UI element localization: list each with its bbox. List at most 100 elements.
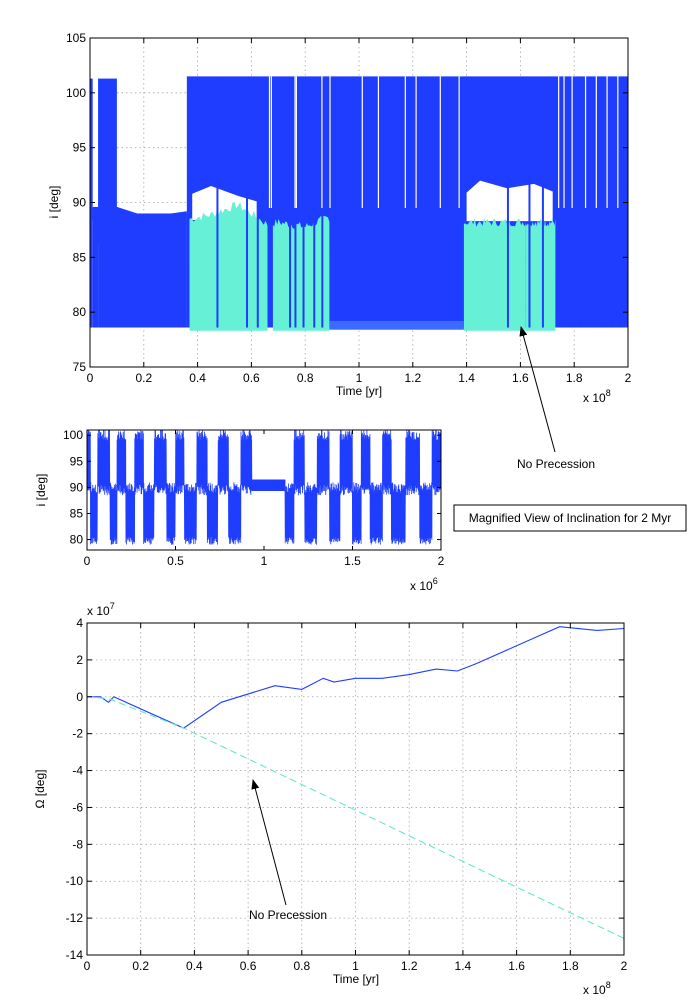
top-white-stripe [439,76,441,208]
top-switch-stripe [506,78,509,328]
bot-ytick-label: -4 [72,764,83,778]
top-xtick-label: 1.4 [458,371,475,385]
mid-xtick-label: 1 [261,554,268,568]
top-x-exponent: x 108 [583,388,611,405]
top-noprecess-band [272,215,330,331]
top-white-stripe [268,76,271,208]
top-switch-stripe [391,78,394,328]
bot-xtick-label: 1 [352,959,359,973]
bot-ytick-label: -8 [72,837,83,851]
mid-data [87,430,441,545]
top-white-stripe [458,76,460,208]
top-data [90,76,628,331]
top-gap [93,78,98,207]
bot-ytick-label: -2 [72,727,83,741]
top-ytick-label: 80 [73,305,87,319]
bot-ticks: 0 0.2 0.4 0.6 0.8 1 1.2 1.4 1.6 1.8 2 -14 -12 -10 -8 -6… [66,616,628,973]
top-ticks: 0 0.2 0.4 0.6 0.8 1 1.2 1.4 1.6 1.8 2 75 80 85 90 95 100… [66,31,632,385]
top-switch-stripe [313,78,316,328]
node-panel: 0 0.2 0.4 0.6 0.8 1 1.2 1.4 1.6 1.8 2 -14 -12 -10 -8 -6… [33,601,628,997]
top-switch-stripe [340,78,343,328]
bot-ytick-label: 4 [76,616,83,630]
top-switch-stripe [380,78,383,328]
top-switch-stripe [528,78,531,328]
top-xlabel: Time [yr] [336,384,382,398]
bot-xlabel: Time [yr] [333,972,379,986]
top-switch-stripe [601,78,604,328]
top-switch-stripe [216,78,219,328]
top-ytick-label: 95 [73,141,87,155]
top-white-stripe [617,76,619,208]
bot-xtick-label: 1.6 [508,959,525,973]
mid-ytick-label: 80 [70,533,84,547]
top-white-stripe [294,76,296,208]
magnified-label-box [453,504,687,532]
mid-x-exponent: x 106 [410,576,438,593]
mid-ytick-label: 100 [63,428,83,442]
top-white-stripe [595,76,597,208]
top-white-stripe [270,76,272,208]
top-switch-stripe [364,78,367,328]
top-precess-band [92,206,99,328]
bot-xtick-label: 0.8 [293,959,310,973]
bot-annotation-text: No Precession [249,908,327,922]
bot-y-exponent: x 107 [87,601,115,618]
bot-x-exponent: x 108 [583,980,611,997]
bot-data [87,626,624,939]
bot-xtick-label: 1.2 [401,959,418,973]
top-white-gap [466,180,553,222]
bot-xtick-label: 1.4 [455,959,472,973]
annotations: No Precession Magnified View of Inclinat… [249,326,687,922]
top-switch-stripe [568,78,571,328]
top-ytick-label: 90 [73,196,87,210]
top-switch-stripe [302,78,305,328]
bot-ytick-label: 0 [76,690,83,704]
bot-ytick-label: -6 [72,800,83,814]
top-switch-stripe [399,78,402,328]
top-noprecess-band [189,201,268,331]
top-lower-edge [329,320,464,330]
top-ytick-label: 100 [66,86,86,100]
bot-annotation-arrow [251,779,287,906]
top-switch-stripe [619,78,622,328]
magnified-label-text: Magnified View of Inclination for 2 Myr [469,511,672,525]
top-white-stripe [329,76,331,208]
mid-xtick-label: 1.5 [344,554,361,568]
top-switch-stripe [332,78,335,328]
top-switch-stripe [256,78,259,328]
bot-precess-line [87,626,624,729]
inclination-panel: 0 0.2 0.4 0.6 0.8 1 1.2 1.4 1.6 1.8 2 75 80 85 90 95 100… [47,31,632,405]
top-white-stripe [295,76,297,208]
top-white-stripe [404,76,406,208]
top-switch-stripe [267,78,270,328]
top-xtick-label: 0.4 [189,371,206,385]
bot-noprecess-line [87,696,624,939]
top-ytick-label: 75 [73,360,87,374]
bot-xtick-label: 2 [621,959,628,973]
mid-xtick-label: 2 [438,554,445,568]
bot-ytick-label: -14 [66,948,84,962]
top-switch-stripe [579,78,582,328]
top-white-stripe [606,76,608,208]
bot-ytick-label: 2 [76,653,83,667]
top-white-stripe [321,76,323,208]
top-switch-stripe [590,78,593,328]
bot-ylabel: Ω [deg] [33,770,47,809]
top-white-stripe [584,76,587,208]
mid-ticks: 0 0.5 1 1.5 2 80 85 90 95 100 [63,428,445,568]
top-switch-stripe [348,78,351,328]
top-switch-stripe [447,78,450,328]
top-ytick-label: 105 [66,31,86,45]
mid-ytick-label: 95 [70,454,84,468]
top-white-stripe [377,76,380,208]
top-white-stripe [571,76,573,208]
mid-ytick-label: 85 [70,506,84,520]
top-xtick-label: 0.6 [243,371,260,385]
bot-xtick-label: 0.6 [240,959,257,973]
top-switch-stripe [359,78,361,328]
bot-xtick-label: 0.2 [132,959,149,973]
top-noprecess-band [525,218,556,331]
top-switch-stripe [541,78,544,328]
top-xtick-label: 1.6 [512,371,529,385]
